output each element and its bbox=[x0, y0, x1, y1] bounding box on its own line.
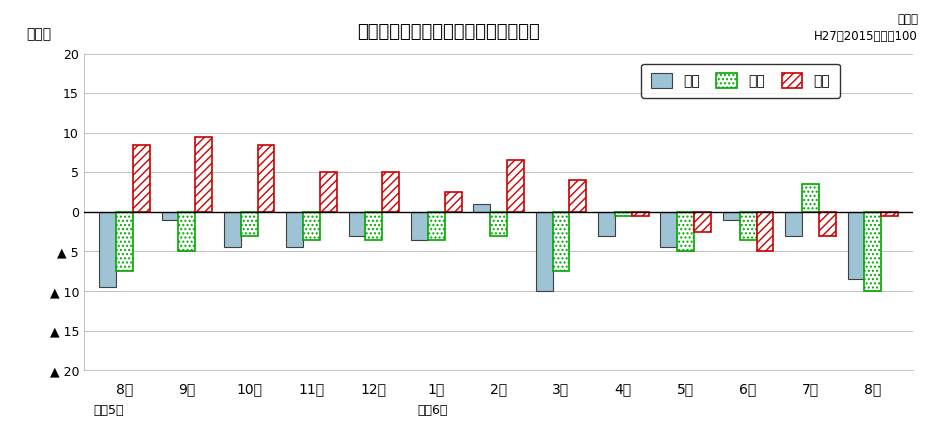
Bar bbox=[802, 184, 819, 212]
Bar bbox=[632, 212, 649, 216]
Bar bbox=[240, 212, 257, 235]
Bar bbox=[740, 212, 757, 240]
Bar bbox=[598, 212, 615, 235]
Bar bbox=[382, 172, 399, 212]
Bar bbox=[195, 136, 212, 212]
Bar bbox=[864, 212, 882, 291]
Bar bbox=[445, 192, 461, 212]
Bar bbox=[785, 212, 802, 235]
Bar bbox=[365, 212, 382, 240]
Bar bbox=[473, 204, 490, 212]
Bar bbox=[757, 212, 774, 252]
Bar bbox=[536, 212, 553, 291]
Bar bbox=[286, 212, 303, 248]
Bar bbox=[178, 212, 195, 252]
Legend: 生産, 出荷, 在庫: 生産, 出荷, 在庫 bbox=[641, 64, 840, 98]
Bar bbox=[116, 212, 133, 271]
Bar bbox=[133, 145, 150, 212]
Bar bbox=[224, 212, 240, 248]
Bar bbox=[507, 161, 524, 212]
Bar bbox=[411, 212, 428, 240]
Bar bbox=[161, 212, 178, 220]
Bar bbox=[257, 145, 274, 212]
Title: 生産・出荷・在庫の前年同月比の推移: 生産・出荷・在庫の前年同月比の推移 bbox=[358, 23, 541, 41]
Bar bbox=[882, 212, 898, 216]
Bar bbox=[569, 180, 586, 212]
Bar bbox=[819, 212, 836, 235]
Bar bbox=[303, 212, 320, 240]
Bar bbox=[847, 212, 864, 279]
Bar bbox=[661, 212, 678, 248]
Bar bbox=[99, 212, 116, 287]
Text: 原指数
H27（2015）年＝100: 原指数 H27（2015）年＝100 bbox=[815, 13, 918, 43]
Text: （％）: （％） bbox=[26, 27, 51, 41]
Bar bbox=[615, 212, 632, 216]
Bar bbox=[723, 212, 740, 220]
Text: 令和6年: 令和6年 bbox=[418, 404, 448, 417]
Bar bbox=[694, 212, 711, 231]
Bar bbox=[553, 212, 569, 271]
Text: 令和5年: 令和5年 bbox=[93, 404, 124, 417]
Bar bbox=[320, 172, 336, 212]
Bar bbox=[678, 212, 694, 252]
Bar bbox=[349, 212, 365, 235]
Bar bbox=[490, 212, 507, 235]
Bar bbox=[428, 212, 445, 240]
